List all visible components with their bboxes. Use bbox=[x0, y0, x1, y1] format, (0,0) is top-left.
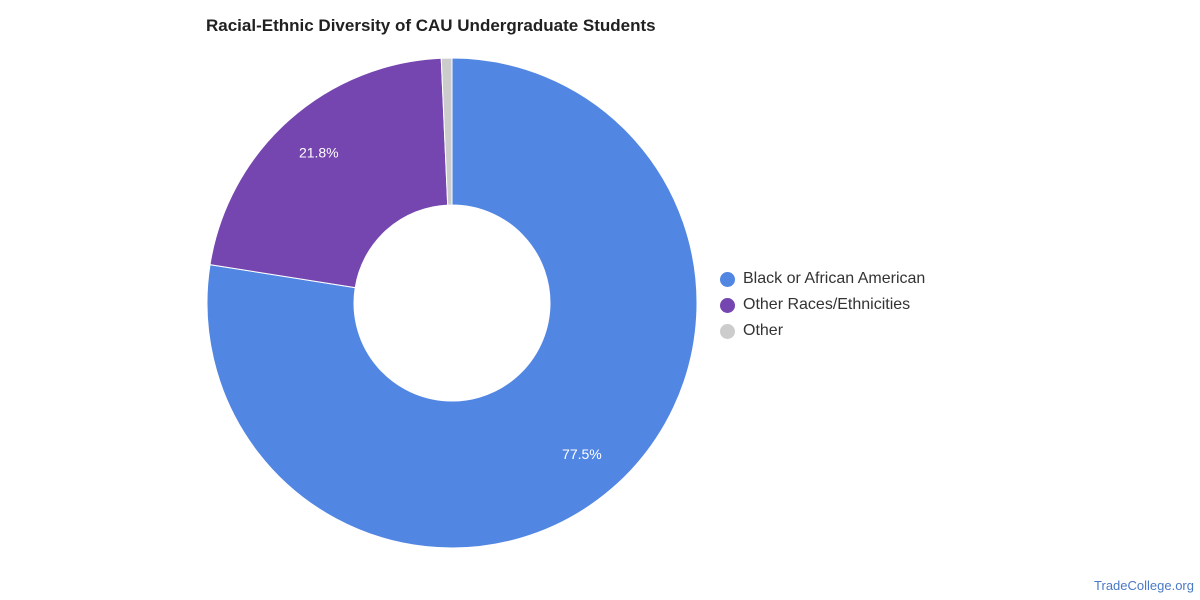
legend-label: Other Races/Ethnicities bbox=[743, 296, 911, 313]
donut-slice-1[interactable] bbox=[209, 57, 449, 289]
legend-swatch-icon bbox=[720, 297, 735, 313]
chart-legend: Black or African American Other Races/Et… bbox=[720, 266, 925, 344]
donut-slice-2[interactable] bbox=[440, 57, 453, 206]
legend-label: Black or African American bbox=[743, 270, 926, 287]
donut-slice-0[interactable] bbox=[206, 57, 698, 549]
legend-swatch-icon bbox=[720, 323, 735, 339]
legend-label: Other bbox=[743, 322, 784, 339]
legend-swatch-icon bbox=[720, 271, 735, 287]
slice-value-label-0: 77.5% bbox=[562, 446, 602, 462]
legend-item-other[interactable]: Other bbox=[720, 318, 925, 344]
chart-title: Racial-Ethnic Diversity of CAU Undergrad… bbox=[206, 16, 656, 35]
legend-item-black-or-african-american[interactable]: Black or African American bbox=[720, 266, 925, 292]
legend-item-other-races-ethnicities[interactable]: Other Races/Ethnicities bbox=[720, 292, 925, 318]
source-credit[interactable]: TradeCollege.org bbox=[1094, 578, 1194, 593]
slice-value-label-1: 21.8% bbox=[299, 145, 339, 161]
